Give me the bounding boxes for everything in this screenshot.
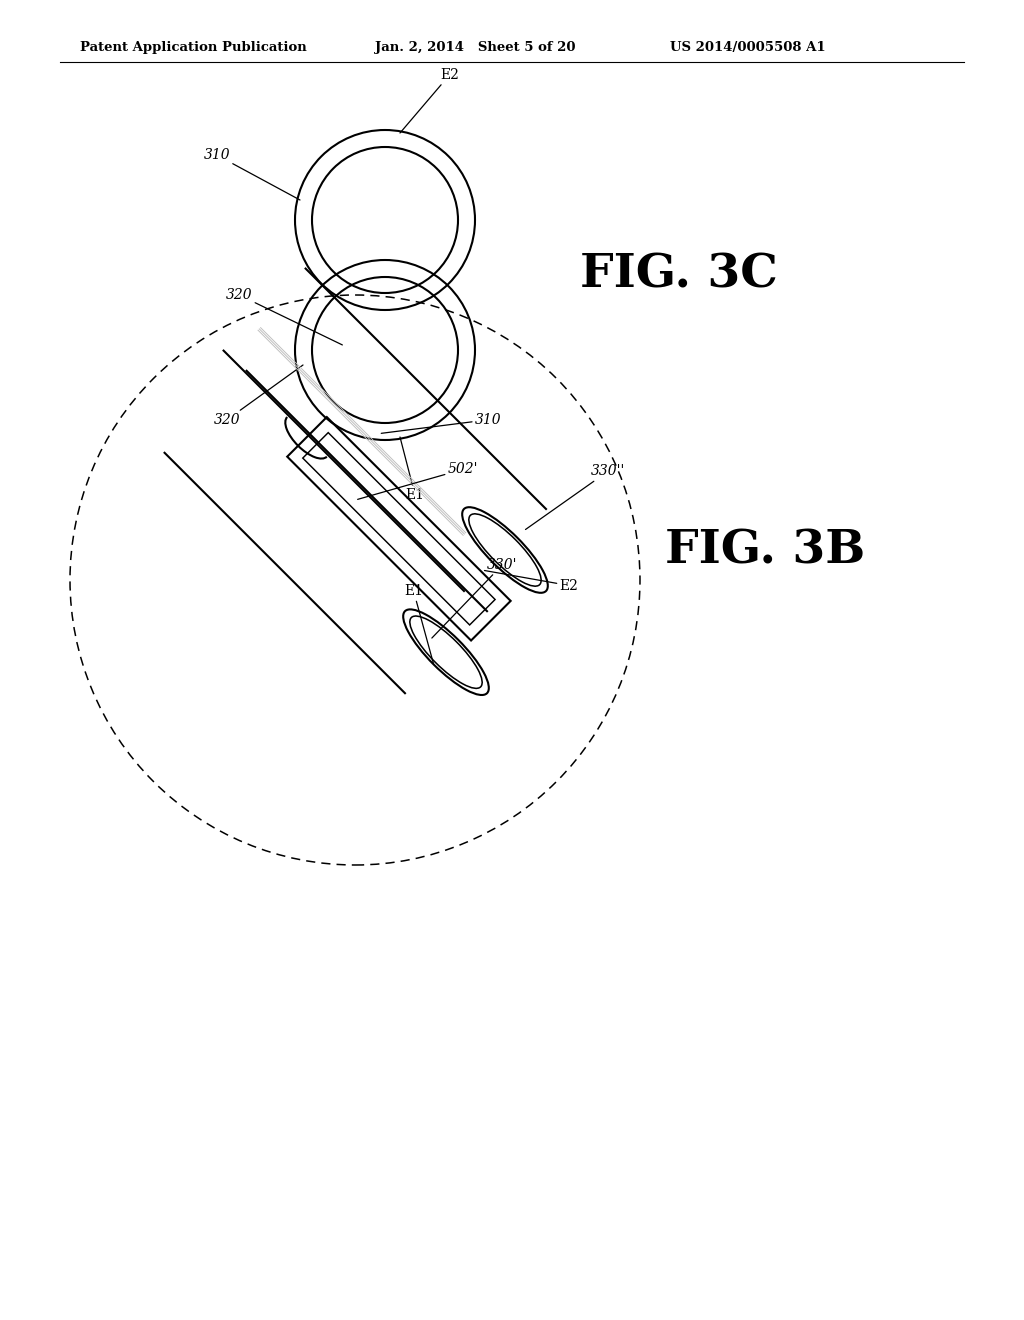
Text: 502': 502' xyxy=(357,462,478,499)
Text: 320: 320 xyxy=(225,288,342,345)
Text: 320: 320 xyxy=(213,366,303,426)
Text: Patent Application Publication: Patent Application Publication xyxy=(80,41,307,54)
Text: E2: E2 xyxy=(484,570,579,593)
Text: 330': 330' xyxy=(432,558,517,638)
Text: Jan. 2, 2014   Sheet 5 of 20: Jan. 2, 2014 Sheet 5 of 20 xyxy=(375,41,575,54)
Text: US 2014/0005508 A1: US 2014/0005508 A1 xyxy=(670,41,825,54)
Text: 330'': 330'' xyxy=(525,465,625,529)
Text: E1: E1 xyxy=(404,585,434,664)
Text: 310: 310 xyxy=(381,413,502,433)
Text: 310: 310 xyxy=(204,148,300,201)
Text: FIG. 3B: FIG. 3B xyxy=(665,527,865,573)
Text: E1: E1 xyxy=(400,437,425,502)
Text: FIG. 3C: FIG. 3C xyxy=(580,252,778,298)
Text: E2: E2 xyxy=(400,69,459,133)
